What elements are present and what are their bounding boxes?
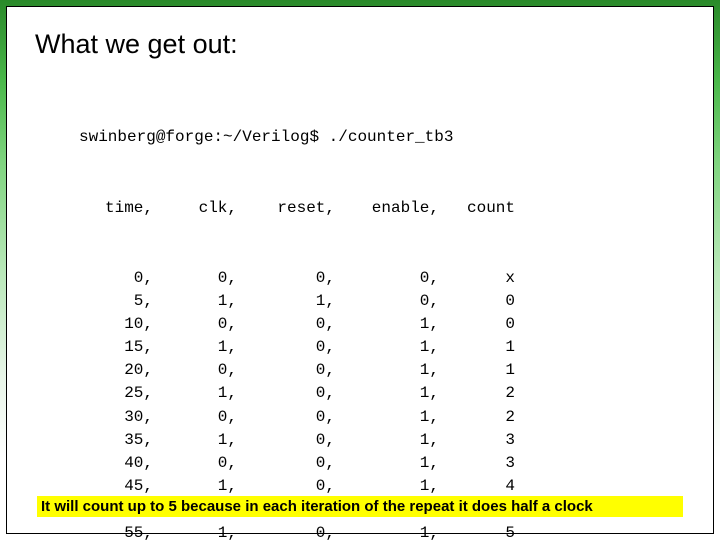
table-cell: 1, <box>335 406 439 429</box>
table-cell: 45, <box>79 475 153 498</box>
table-cell: 0, <box>237 475 335 498</box>
slide: What we get out: swinberg@forge:~/Verilo… <box>6 6 714 534</box>
table-row: 45,1,0,1,4 <box>79 475 685 498</box>
table-cell: 0, <box>237 359 335 382</box>
table-row: 5,1,1,0,0 <box>79 290 685 313</box>
table-cell: 5, <box>79 290 153 313</box>
terminal-output: swinberg@forge:~/Verilog$ ./counter_tb3 … <box>35 80 685 540</box>
table-cell: 0, <box>237 382 335 405</box>
table-row: 25,1,0,1,2 <box>79 382 685 405</box>
table-row: 40,0,0,1,3 <box>79 452 685 475</box>
table-cell: 2 <box>439 406 515 429</box>
table-cell: 1, <box>153 336 237 359</box>
table-cell: 1, <box>335 313 439 336</box>
table-cell: 0, <box>79 267 153 290</box>
table-cell: 1, <box>153 475 237 498</box>
table-cell: 0, <box>335 290 439 313</box>
table-cell: 1, <box>335 475 439 498</box>
table-cell: 0, <box>335 267 439 290</box>
table-header-row: time, clk, reset, enable, count <box>79 197 685 220</box>
header-count: count <box>439 197 515 220</box>
table-cell: 4 <box>439 475 515 498</box>
table-cell: 0, <box>153 313 237 336</box>
header-enable: enable, <box>335 197 439 220</box>
table-cell: 3 <box>439 429 515 452</box>
table-cell: 0, <box>153 406 237 429</box>
table-cell: 1, <box>153 290 237 313</box>
table-cell: 1, <box>335 382 439 405</box>
table-cell: 1, <box>237 290 335 313</box>
command-line: swinberg@forge:~/Verilog$ ./counter_tb3 <box>79 126 685 149</box>
table-cell: 1, <box>335 522 439 540</box>
table-row: 35,1,0,1,3 <box>79 429 685 452</box>
table-cell: 1 <box>439 336 515 359</box>
table-cell: 30, <box>79 406 153 429</box>
table-cell: 0, <box>237 522 335 540</box>
table-cell: 1, <box>335 429 439 452</box>
table-cell: 1, <box>335 359 439 382</box>
table-cell: 10, <box>79 313 153 336</box>
table-cell: 20, <box>79 359 153 382</box>
table-cell: 1, <box>335 336 439 359</box>
table-cell: 3 <box>439 452 515 475</box>
table-cell: 5 <box>439 522 515 540</box>
table-cell: 0, <box>237 267 335 290</box>
table-cell: 1, <box>335 452 439 475</box>
table-cell: 55, <box>79 522 153 540</box>
table-cell: 1, <box>153 429 237 452</box>
header-clk: clk, <box>153 197 237 220</box>
table-row: 55,1,0,1,5 <box>79 522 685 540</box>
table-row: 15,1,0,1,1 <box>79 336 685 359</box>
table-cell: 0, <box>153 452 237 475</box>
table-cell: 0, <box>237 429 335 452</box>
table-row: 0,0,0,0,x <box>79 267 685 290</box>
table-cell: 25, <box>79 382 153 405</box>
table-cell: 1, <box>153 382 237 405</box>
table-row: 10,0,0,1,0 <box>79 313 685 336</box>
header-time: time, <box>79 197 153 220</box>
table-cell: 0, <box>237 336 335 359</box>
table-cell: 0, <box>153 359 237 382</box>
table-cell: 1, <box>153 522 237 540</box>
table-cell: 15, <box>79 336 153 359</box>
table-cell: 0 <box>439 313 515 336</box>
table-cell: 0, <box>237 406 335 429</box>
table-cell: 2 <box>439 382 515 405</box>
table-cell: 0, <box>237 452 335 475</box>
table-row: 20,0,0,1,1 <box>79 359 685 382</box>
table-cell: 0 <box>439 290 515 313</box>
table-cell: x <box>439 267 515 290</box>
table-cell: 0, <box>153 267 237 290</box>
slide-title: What we get out: <box>35 29 685 60</box>
footer-note: It will count up to 5 because in each it… <box>37 496 683 517</box>
table-cell: 1 <box>439 359 515 382</box>
table-cell: 0, <box>237 313 335 336</box>
table-cell: 35, <box>79 429 153 452</box>
header-reset: reset, <box>237 197 335 220</box>
table-cell: 40, <box>79 452 153 475</box>
table-row: 30,0,0,1,2 <box>79 406 685 429</box>
